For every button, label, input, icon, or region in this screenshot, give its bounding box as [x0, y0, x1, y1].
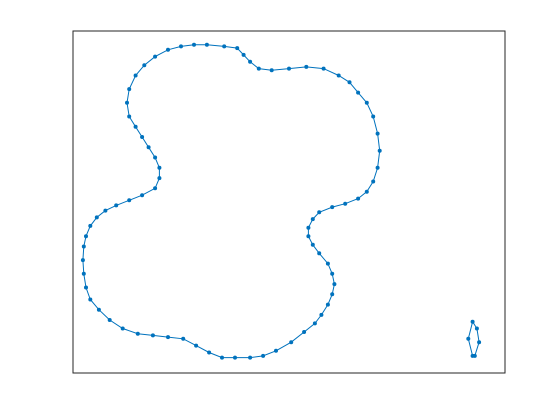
data-point [356, 196, 361, 201]
data-point [88, 297, 93, 302]
series-layer [80, 42, 482, 360]
data-point [321, 66, 326, 71]
data-point [261, 353, 266, 358]
data-point [347, 80, 352, 85]
data-point [310, 217, 315, 222]
data-point [317, 251, 322, 256]
data-point [256, 66, 261, 71]
data-point [140, 135, 145, 139]
data-point [377, 148, 382, 153]
data-point [94, 215, 99, 220]
data-point [474, 326, 479, 331]
data-point [107, 318, 112, 322]
series-1 [80, 42, 382, 360]
data-point [88, 223, 93, 228]
data-point [364, 189, 369, 194]
data-point [157, 176, 162, 181]
data-point [336, 73, 341, 78]
data-point [248, 59, 253, 64]
data-point [146, 145, 151, 150]
data-point [150, 333, 155, 338]
data-point [120, 326, 125, 331]
data-point [233, 355, 237, 360]
data-point [96, 307, 101, 312]
data-point [470, 353, 475, 358]
data-point [133, 124, 138, 129]
data-point [241, 52, 246, 57]
data-point [371, 114, 376, 119]
data-point [466, 336, 471, 341]
data-point [194, 343, 199, 348]
data-point [166, 47, 170, 52]
data-point [317, 210, 322, 215]
data-point [84, 285, 88, 290]
data-point [84, 234, 88, 239]
data-point [103, 208, 108, 213]
data-point [207, 350, 212, 355]
data-point [220, 355, 224, 360]
data-point [289, 340, 294, 345]
data-point [192, 42, 196, 47]
data-point [181, 336, 186, 341]
data-point [306, 225, 311, 230]
data-point [330, 205, 335, 210]
data-point [364, 100, 369, 105]
data-point [179, 44, 183, 49]
data-point [127, 198, 132, 203]
data-point [235, 46, 240, 51]
data-point [302, 330, 307, 334]
data-point [310, 242, 315, 247]
data-point [375, 131, 380, 136]
data-point [375, 165, 380, 170]
data-point [330, 292, 335, 297]
data-point [248, 355, 253, 360]
data-point [325, 302, 330, 307]
data-point [274, 348, 278, 353]
data-point [477, 340, 482, 345]
data-point [133, 73, 138, 78]
data-point [312, 321, 317, 326]
data-point [204, 42, 209, 47]
data-point [356, 90, 361, 95]
data-point [80, 258, 85, 263]
data-point [81, 271, 86, 276]
data-point [114, 203, 119, 208]
data-point [343, 201, 348, 206]
data-point [142, 63, 147, 68]
data-point [153, 186, 158, 191]
data-point [135, 331, 140, 336]
data-point [330, 271, 335, 276]
data-point [306, 234, 311, 239]
data-point [470, 319, 475, 324]
data-point [140, 193, 145, 198]
series-2 [466, 319, 482, 358]
axes-box [72, 30, 506, 374]
data-point [157, 165, 162, 170]
data-point [166, 335, 170, 340]
data-point [319, 312, 324, 317]
data-point [127, 114, 132, 119]
data-point [81, 244, 86, 249]
data-point [153, 54, 158, 59]
data-point [153, 155, 158, 160]
data-point [287, 66, 291, 71]
data-point [269, 68, 274, 73]
data-point [127, 87, 132, 92]
data-point [304, 64, 309, 69]
data-point [125, 100, 129, 105]
data-point [332, 282, 337, 287]
data-point [371, 179, 376, 184]
data-point [325, 261, 330, 266]
data-point [222, 44, 227, 49]
